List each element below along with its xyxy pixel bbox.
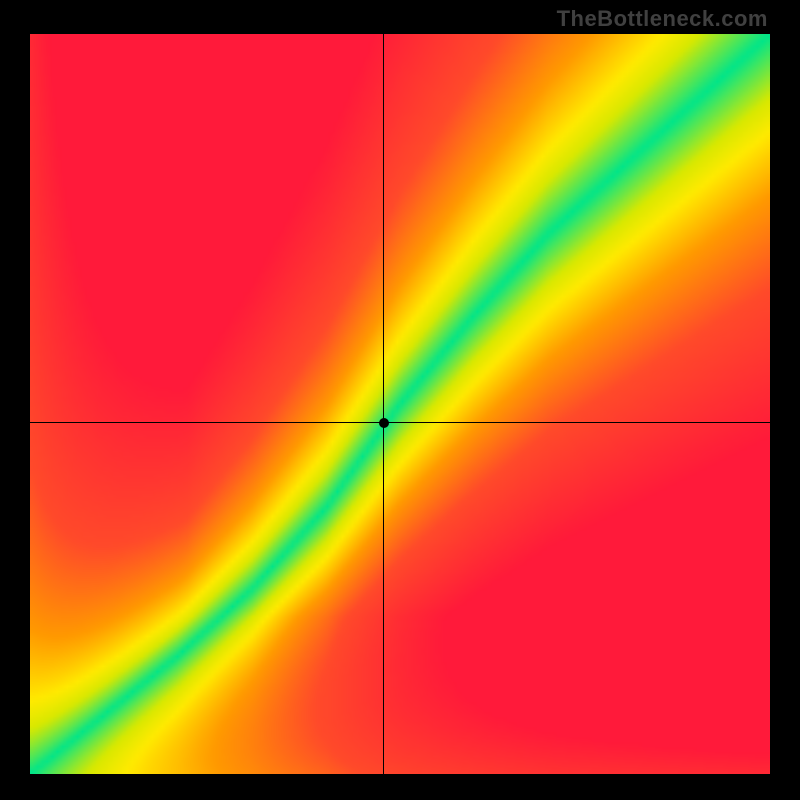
- crosshair-vertical: [383, 34, 384, 774]
- crosshair-horizontal: [30, 422, 770, 423]
- data-point-marker: [379, 418, 389, 428]
- bottleneck-heatmap: [30, 34, 770, 774]
- attribution-text: TheBottleneck.com: [557, 6, 768, 32]
